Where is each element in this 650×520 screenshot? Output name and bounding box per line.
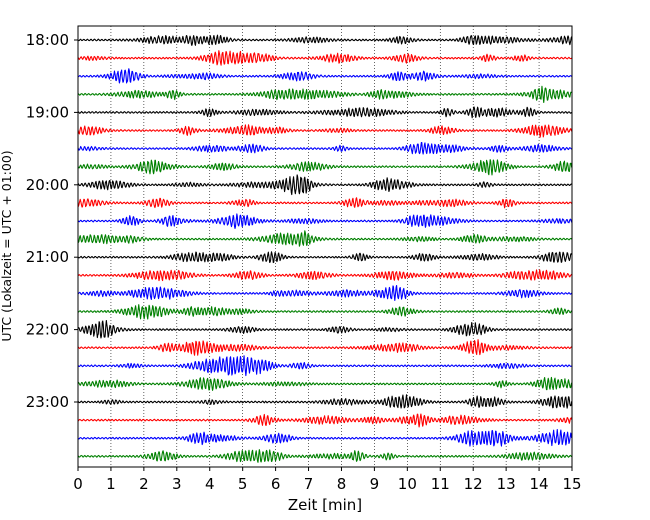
y-tick-label-2: 20:00: [26, 176, 69, 194]
y-axis-label: UTC (Lokalzeit = UTC + 01:00): [0, 150, 14, 341]
trace-17: [77, 339, 572, 356]
trace-20: [77, 394, 573, 409]
x-tick-label-3: 3: [172, 475, 182, 493]
trace-10: [77, 213, 573, 229]
y-tick-label-1: 19:00: [26, 103, 69, 121]
trace-16: [77, 319, 572, 339]
x-tick-label-9: 9: [370, 475, 380, 493]
x-tick-label-4: 4: [205, 475, 215, 493]
x-tick-label-14: 14: [530, 475, 549, 493]
trace-14: [77, 285, 573, 301]
trace-18: [77, 355, 572, 377]
trace-2: [77, 68, 573, 84]
x-tick-label-5: 5: [238, 475, 248, 493]
x-tick-label-11: 11: [431, 475, 450, 493]
x-tick-label-2: 2: [139, 475, 149, 493]
x-tick-label-12: 12: [464, 475, 483, 493]
trace-0: [77, 34, 573, 46]
y-tick-label-5: 23:00: [26, 393, 69, 411]
trace-13: [77, 269, 573, 282]
trace-4: [77, 106, 572, 119]
trace-12: [77, 251, 573, 264]
trace-5: [77, 124, 573, 138]
y-axis-ticks: 18:00 19:00 20:00 21:00 22:00 23:00: [26, 31, 78, 411]
x-tick-label-8: 8: [337, 475, 347, 493]
trace-21: [77, 413, 573, 428]
trace-11: [77, 230, 573, 247]
x-tick-label-15: 15: [562, 475, 581, 493]
trace-7: [77, 159, 573, 176]
x-tick-label-1: 1: [106, 475, 116, 493]
y-tick-label-0: 18:00: [26, 31, 69, 49]
trace-6: [77, 141, 572, 155]
trace-15: [77, 304, 572, 320]
y-tick-label-3: 21:00: [26, 248, 69, 266]
y-tick-label-4: 22:00: [26, 321, 69, 339]
trace-3: [77, 85, 572, 103]
trace-22: [77, 429, 573, 447]
seismogram-traces: [77, 34, 573, 463]
trace-23: [77, 449, 573, 463]
plot-frame: [77, 25, 573, 468]
x-axis-label: Zeit [min]: [288, 496, 362, 514]
trace-8: [77, 174, 573, 196]
x-tick-label-6: 6: [271, 475, 281, 493]
trace-19: [77, 376, 573, 391]
x-tick-label-10: 10: [398, 475, 417, 493]
x-tick-label-0: 0: [73, 475, 83, 493]
x-axis-ticks: 0 1 2 3 4 5 6 7 8 9 10 11 12 13 14 15: [73, 467, 582, 493]
x-tick-label-13: 13: [497, 475, 516, 493]
vertical-gridlines: [110, 26, 540, 467]
x-tick-label-7: 7: [304, 475, 314, 493]
trace-9: [77, 197, 573, 209]
trace-1: [77, 50, 573, 66]
